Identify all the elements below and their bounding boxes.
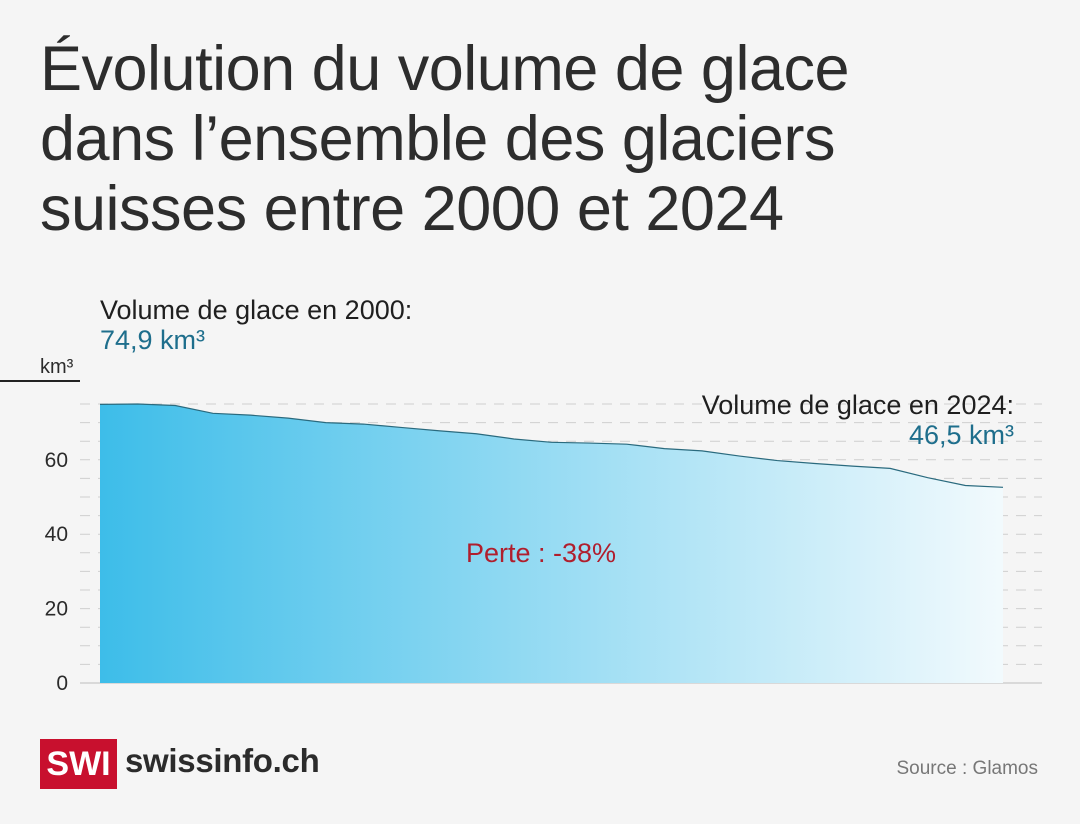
volume-area <box>100 404 1003 683</box>
end-volume-label: Volume de glace en 2024: <box>701 390 1014 420</box>
start-volume-value: 74,9 km³ <box>100 325 206 355</box>
y-axis-unit-label: km³ <box>40 356 74 378</box>
area-layer <box>99 403 1004 683</box>
y-tick-label: 0 <box>56 672 68 695</box>
loss-label: Perte : -38% <box>466 538 617 568</box>
start-volume-annotation: Volume de glace en 2000: 74,9 km³ <box>100 295 412 355</box>
start-volume-label: Volume de glace en 2000: <box>100 295 413 325</box>
title-line: dans l’ensemble des glaciers <box>40 104 835 174</box>
end-volume-value: 46,5 km³ <box>908 420 1014 450</box>
chart-title: Évolution du volume de glace dans l’ense… <box>40 34 1040 244</box>
title-line: Évolution du volume de glace <box>40 34 850 104</box>
y-tick-label: 40 <box>45 523 68 546</box>
swi-logo: SWI <box>40 739 117 789</box>
title-line: suisses entre 2000 et 2024 <box>40 174 784 244</box>
y-tick-label: 20 <box>45 598 68 621</box>
logo-text: swissinfo.ch <box>125 742 320 779</box>
source-note: Source : Glamos <box>896 758 1039 779</box>
y-axis: km³ 0 20 40 60 <box>0 356 80 695</box>
end-volume-annotation: Volume de glace en 2024: 46,5 km³ <box>702 390 1014 450</box>
volume-line <box>99 403 1004 488</box>
y-tick-label: 60 <box>45 449 68 472</box>
